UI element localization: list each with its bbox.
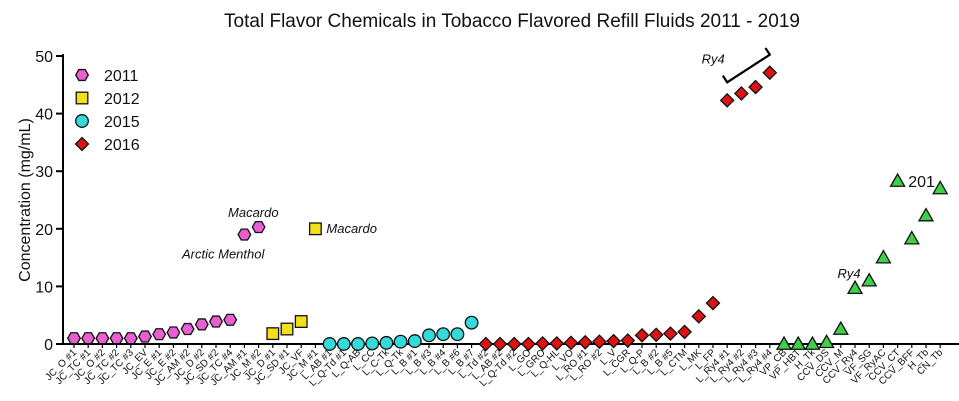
data-point-2016 xyxy=(620,333,636,348)
data-point-2016 xyxy=(563,335,579,351)
data-point-2016 xyxy=(662,326,678,342)
data-point-2015 xyxy=(436,327,451,342)
data-point-2016 xyxy=(634,327,650,343)
data-point-2016 xyxy=(677,324,693,340)
data-point-2015 xyxy=(322,337,337,351)
x-tick-labels: JC_O #1JC_TC #1JC_O #2JC_TC #2JC_TC #3JC… xyxy=(43,344,946,389)
legend-label-2012: 2012 xyxy=(104,91,140,108)
data-point-2016 xyxy=(691,308,707,324)
data-point-2016 xyxy=(506,336,522,352)
legend-label-2011: 2011 xyxy=(104,68,139,85)
ry4-bracket xyxy=(721,47,772,84)
data-point-2019 xyxy=(932,180,949,195)
data-point-2019 xyxy=(875,249,892,264)
y-tick-label: 50 xyxy=(35,49,53,66)
data-point-2011 xyxy=(208,315,224,328)
data-point-2016 xyxy=(606,333,622,349)
data-point-2019 xyxy=(846,279,864,295)
annotation-year-2019: 201 xyxy=(908,174,935,191)
legend-label-2016: 2016 xyxy=(104,137,140,154)
data-point-2011 xyxy=(251,220,266,234)
legend-label-2015: 2015 xyxy=(104,114,140,131)
data-point-2011 xyxy=(81,332,96,345)
legend: 2011 2012 2015 2016 xyxy=(74,68,140,154)
data-point-2016 xyxy=(648,327,664,343)
chart-title: Total Flavor Chemicals in Tobacco Flavor… xyxy=(224,11,800,32)
annotations: Arctic Menthol Macardo Macardo Ry4 Ry4 201 xyxy=(181,47,935,281)
data-point-2016 xyxy=(733,86,749,101)
data-point-2011 xyxy=(237,228,252,241)
data-point-2019 xyxy=(818,333,835,349)
data-point-2011 xyxy=(137,330,153,343)
data-point-2012 xyxy=(280,322,294,336)
data-point-2011 xyxy=(95,332,110,345)
data-point-2019 xyxy=(917,207,935,222)
annotation-ry4-bracket: Ry4 xyxy=(702,51,725,66)
legend-marker-2015 xyxy=(75,114,89,128)
data-point-2016 xyxy=(705,295,721,311)
y-tick-label: 30 xyxy=(35,164,53,181)
data-point-2019 xyxy=(903,230,920,245)
data-point-2011 xyxy=(166,326,181,339)
data-point-2015 xyxy=(351,337,365,351)
data-point-2011 xyxy=(180,322,195,336)
data-point-2012 xyxy=(266,327,280,341)
data-point-2019 xyxy=(790,335,807,350)
data-point-2015 xyxy=(407,334,422,349)
data-point-2011 xyxy=(152,328,167,341)
data-point-2016 xyxy=(762,65,778,81)
legend-marker-2016 xyxy=(74,136,90,152)
annotation-macardo-2012: Macardo xyxy=(326,221,377,236)
data-point-2015 xyxy=(379,335,394,350)
y-tick-label: 40 xyxy=(35,107,53,124)
data-point-2016 xyxy=(478,336,494,352)
data-point-2016 xyxy=(719,92,735,108)
data-point-2011 xyxy=(123,332,138,345)
y-tick-label: 0 xyxy=(44,337,53,354)
data-point-2015 xyxy=(450,327,465,342)
data-point-2015 xyxy=(464,315,479,330)
axes: 0 10 20 30 40 50 xyxy=(35,49,959,354)
y-tick-label: 20 xyxy=(35,222,53,239)
data-point-2016 xyxy=(591,334,607,350)
data-points xyxy=(66,65,949,352)
data-point-2016 xyxy=(535,336,551,351)
data-point-2011 xyxy=(223,313,238,326)
data-point-2019 xyxy=(804,335,821,350)
data-point-2015 xyxy=(336,337,351,351)
data-point-2019 xyxy=(861,272,878,287)
data-point-2012 xyxy=(294,315,308,328)
data-point-2019 xyxy=(889,172,906,187)
data-point-2011 xyxy=(66,332,82,345)
data-point-2016 xyxy=(748,79,764,95)
annotation-macardo-2011: Macardo xyxy=(228,205,279,220)
data-point-2019 xyxy=(832,320,849,335)
data-point-2015 xyxy=(422,328,436,343)
data-point-2016 xyxy=(549,336,565,351)
y-axis-label: Concentration (mg/mL) xyxy=(17,118,34,282)
data-point-2012 xyxy=(308,222,322,236)
legend-marker-2012 xyxy=(75,91,89,105)
data-point-2015 xyxy=(365,336,380,351)
annotation-arctic-menthol: Arctic Menthol xyxy=(181,247,265,262)
legend-marker-2011 xyxy=(74,68,90,82)
y-tick-label: 10 xyxy=(35,279,53,296)
annotation-ry4-2019: Ry4 xyxy=(837,266,860,281)
data-point-2016 xyxy=(577,334,593,350)
data-point-2016 xyxy=(492,336,508,352)
data-point-2011 xyxy=(109,332,124,345)
data-point-2016 xyxy=(520,336,536,352)
data-point-2011 xyxy=(194,318,209,331)
data-point-2015 xyxy=(393,334,408,349)
data-point-2019 xyxy=(775,335,793,350)
